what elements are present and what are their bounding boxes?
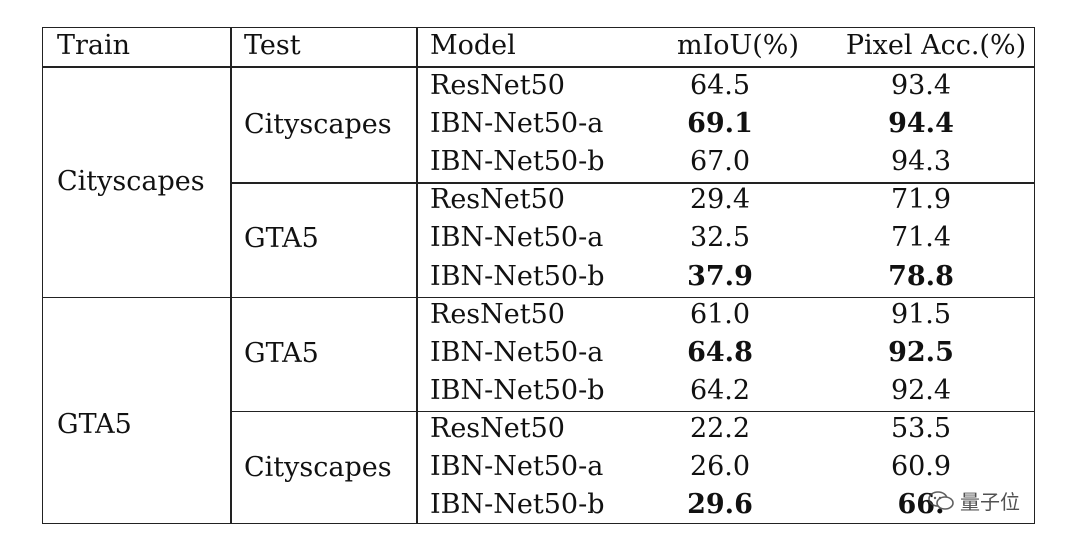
- wechat-icon: [928, 490, 954, 510]
- test-dataset-label: Cityscapes: [244, 109, 392, 141]
- header-rule: [43, 66, 1034, 68]
- miou-value: 29.4: [689, 184, 751, 216]
- header-model: Model: [430, 30, 516, 61]
- model-name: ResNet50: [430, 412, 565, 444]
- results-table: Train Test Model mIoU(%) Pixel Acc.(%) ResNet…: [42, 27, 1035, 524]
- miou-value: 37.9: [687, 260, 753, 292]
- pixel-acc-value: 60.9: [890, 451, 952, 482]
- miou-value: 69.1: [687, 108, 753, 140]
- subgroup-rule: [230, 182, 1034, 184]
- train-dataset-label: Cityscapes: [57, 166, 205, 198]
- model-name: ResNet50: [430, 70, 565, 101]
- pixel-acc-value: 71.4: [890, 222, 952, 254]
- header-test: Test: [244, 30, 301, 61]
- model-name: IBN-Net50-a: [430, 222, 604, 254]
- pixel-acc-value: 92.5: [888, 336, 954, 368]
- header-pixel-acc: Pixel Acc.(%): [845, 30, 1027, 61]
- pixel-acc-value: 94.3: [890, 146, 952, 178]
- train-dataset-label: GTA5: [57, 408, 132, 440]
- miou-value: 64.2: [689, 374, 751, 406]
- miou-value: 67.0: [689, 146, 751, 178]
- miou-value: 29.6: [687, 489, 753, 521]
- pixel-acc-value: 94.4: [888, 108, 954, 140]
- model-name: ResNet50: [430, 298, 565, 330]
- watermark: 量子位: [928, 486, 1020, 515]
- pixel-acc-value: 71.9: [890, 184, 952, 216]
- pixel-acc-value: 92.4: [890, 374, 952, 406]
- pixel-acc-value: 91.5: [890, 298, 952, 330]
- pixel-acc-value: 53.5: [890, 412, 952, 444]
- pixel-acc-value: 93.4: [890, 70, 952, 101]
- model-name: IBN-Net50-b: [430, 489, 605, 521]
- test-dataset-label: GTA5: [244, 337, 319, 369]
- model-name: IBN-Net50-b: [430, 260, 605, 292]
- model-name: IBN-Net50-a: [430, 108, 604, 140]
- model-name: IBN-Net50-b: [430, 374, 605, 406]
- header-train: Train: [57, 30, 131, 61]
- column-divider: [230, 28, 232, 523]
- miou-value: 61.0: [689, 298, 751, 330]
- model-name: IBN-Net50-a: [430, 336, 604, 368]
- miou-value: 64.8: [687, 336, 753, 368]
- model-name: IBN-Net50-b: [430, 146, 605, 178]
- test-dataset-label: Cityscapes: [244, 452, 392, 484]
- group-rule: [43, 296, 1034, 299]
- model-name: IBN-Net50-a: [430, 451, 604, 482]
- miou-value: 22.2: [689, 412, 751, 444]
- test-dataset-label: GTA5: [244, 223, 319, 255]
- header-miou: mIoU(%): [676, 30, 799, 61]
- subgroup-rule: [230, 410, 1034, 413]
- column-divider: [416, 28, 418, 523]
- pixel-acc-value: 78.8: [888, 260, 954, 292]
- miou-value: 32.5: [689, 222, 751, 254]
- miou-value: 64.5: [689, 70, 751, 101]
- miou-value: 26.0: [689, 451, 751, 482]
- watermark-text: 量子位: [960, 490, 1020, 514]
- model-name: ResNet50: [430, 184, 565, 216]
